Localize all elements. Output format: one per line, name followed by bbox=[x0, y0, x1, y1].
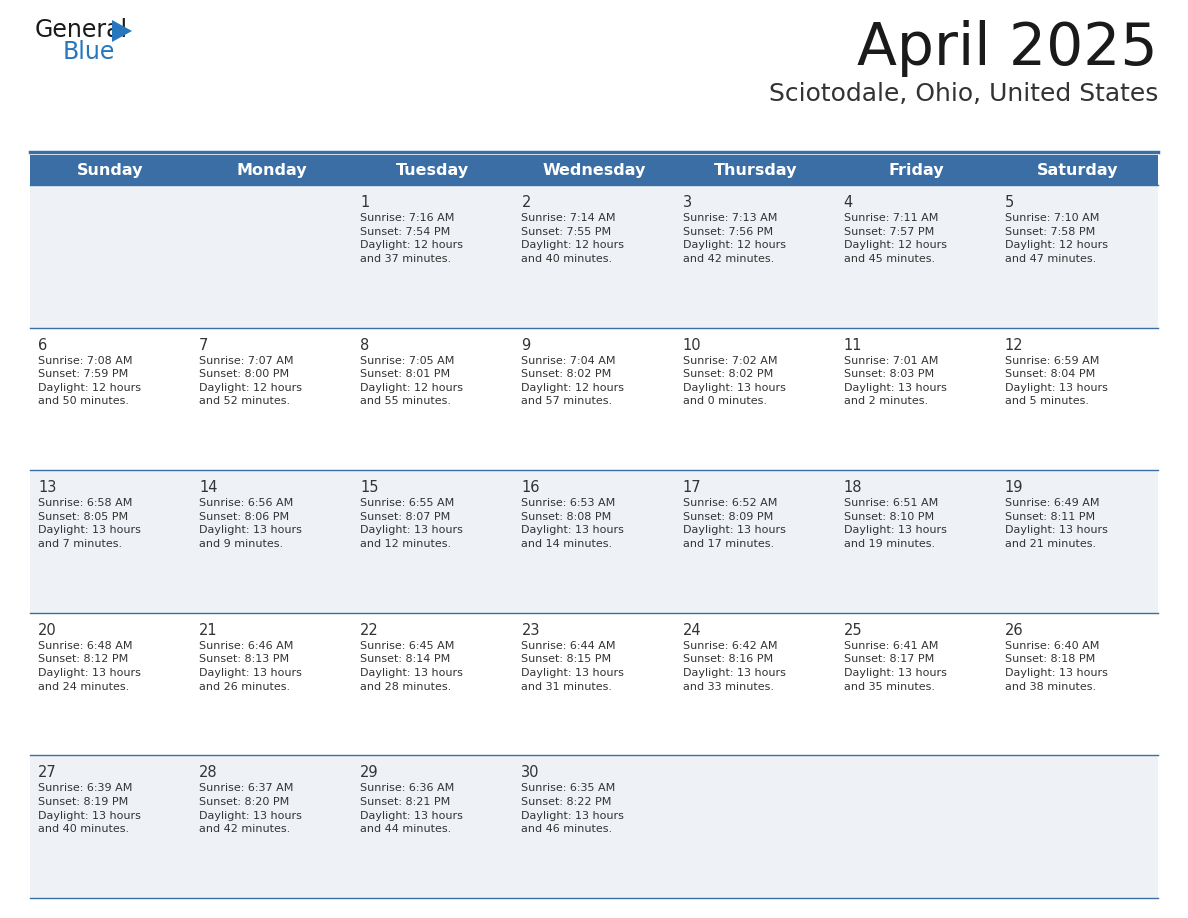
Text: Sunrise: 6:56 AM
Sunset: 8:06 PM
Daylight: 13 hours
and 9 minutes.: Sunrise: 6:56 AM Sunset: 8:06 PM Dayligh… bbox=[200, 498, 302, 549]
Text: 18: 18 bbox=[843, 480, 862, 495]
Text: Friday: Friday bbox=[889, 162, 944, 177]
Text: Sunrise: 7:02 AM
Sunset: 8:02 PM
Daylight: 13 hours
and 0 minutes.: Sunrise: 7:02 AM Sunset: 8:02 PM Dayligh… bbox=[683, 355, 785, 407]
Text: 1: 1 bbox=[360, 195, 369, 210]
Text: Sunrise: 7:07 AM
Sunset: 8:00 PM
Daylight: 12 hours
and 52 minutes.: Sunrise: 7:07 AM Sunset: 8:00 PM Dayligh… bbox=[200, 355, 302, 407]
Polygon shape bbox=[112, 20, 132, 42]
Text: 26: 26 bbox=[1005, 622, 1024, 638]
Text: Sunrise: 7:04 AM
Sunset: 8:02 PM
Daylight: 12 hours
and 57 minutes.: Sunrise: 7:04 AM Sunset: 8:02 PM Dayligh… bbox=[522, 355, 625, 407]
Text: Sunrise: 7:11 AM
Sunset: 7:57 PM
Daylight: 12 hours
and 45 minutes.: Sunrise: 7:11 AM Sunset: 7:57 PM Dayligh… bbox=[843, 213, 947, 263]
Text: Sunday: Sunday bbox=[77, 162, 144, 177]
Text: Saturday: Saturday bbox=[1037, 162, 1118, 177]
Text: Sunrise: 7:10 AM
Sunset: 7:58 PM
Daylight: 12 hours
and 47 minutes.: Sunrise: 7:10 AM Sunset: 7:58 PM Dayligh… bbox=[1005, 213, 1108, 263]
Text: Sunrise: 6:58 AM
Sunset: 8:05 PM
Daylight: 13 hours
and 7 minutes.: Sunrise: 6:58 AM Sunset: 8:05 PM Dayligh… bbox=[38, 498, 141, 549]
Text: 28: 28 bbox=[200, 766, 217, 780]
Text: 3: 3 bbox=[683, 195, 691, 210]
Text: Sunrise: 6:42 AM
Sunset: 8:16 PM
Daylight: 13 hours
and 33 minutes.: Sunrise: 6:42 AM Sunset: 8:16 PM Dayligh… bbox=[683, 641, 785, 691]
Text: 17: 17 bbox=[683, 480, 701, 495]
Text: Sunrise: 6:45 AM
Sunset: 8:14 PM
Daylight: 13 hours
and 28 minutes.: Sunrise: 6:45 AM Sunset: 8:14 PM Dayligh… bbox=[360, 641, 463, 691]
Text: Sunrise: 6:59 AM
Sunset: 8:04 PM
Daylight: 13 hours
and 5 minutes.: Sunrise: 6:59 AM Sunset: 8:04 PM Dayligh… bbox=[1005, 355, 1107, 407]
Text: 2: 2 bbox=[522, 195, 531, 210]
Text: General: General bbox=[34, 18, 128, 42]
Text: Sunrise: 6:52 AM
Sunset: 8:09 PM
Daylight: 13 hours
and 17 minutes.: Sunrise: 6:52 AM Sunset: 8:09 PM Dayligh… bbox=[683, 498, 785, 549]
Text: Sunrise: 6:39 AM
Sunset: 8:19 PM
Daylight: 13 hours
and 40 minutes.: Sunrise: 6:39 AM Sunset: 8:19 PM Dayligh… bbox=[38, 783, 141, 834]
Text: 12: 12 bbox=[1005, 338, 1024, 353]
Text: Sunrise: 7:13 AM
Sunset: 7:56 PM
Daylight: 12 hours
and 42 minutes.: Sunrise: 7:13 AM Sunset: 7:56 PM Dayligh… bbox=[683, 213, 785, 263]
Text: 25: 25 bbox=[843, 622, 862, 638]
Text: 21: 21 bbox=[200, 622, 217, 638]
Text: 19: 19 bbox=[1005, 480, 1023, 495]
Text: 30: 30 bbox=[522, 766, 539, 780]
Text: Sunrise: 6:37 AM
Sunset: 8:20 PM
Daylight: 13 hours
and 42 minutes.: Sunrise: 6:37 AM Sunset: 8:20 PM Dayligh… bbox=[200, 783, 302, 834]
Text: 5: 5 bbox=[1005, 195, 1015, 210]
Text: Sunrise: 6:46 AM
Sunset: 8:13 PM
Daylight: 13 hours
and 26 minutes.: Sunrise: 6:46 AM Sunset: 8:13 PM Dayligh… bbox=[200, 641, 302, 691]
Bar bbox=[30, 185, 1158, 328]
Text: 6: 6 bbox=[38, 338, 48, 353]
Text: 9: 9 bbox=[522, 338, 531, 353]
Text: Sunrise: 6:44 AM
Sunset: 8:15 PM
Daylight: 13 hours
and 31 minutes.: Sunrise: 6:44 AM Sunset: 8:15 PM Dayligh… bbox=[522, 641, 625, 691]
Text: 14: 14 bbox=[200, 480, 217, 495]
Text: Sunrise: 6:40 AM
Sunset: 8:18 PM
Daylight: 13 hours
and 38 minutes.: Sunrise: 6:40 AM Sunset: 8:18 PM Dayligh… bbox=[1005, 641, 1107, 691]
Text: Sunrise: 7:14 AM
Sunset: 7:55 PM
Daylight: 12 hours
and 40 minutes.: Sunrise: 7:14 AM Sunset: 7:55 PM Dayligh… bbox=[522, 213, 625, 263]
Text: Sunrise: 7:16 AM
Sunset: 7:54 PM
Daylight: 12 hours
and 37 minutes.: Sunrise: 7:16 AM Sunset: 7:54 PM Dayligh… bbox=[360, 213, 463, 263]
Text: Wednesday: Wednesday bbox=[542, 162, 646, 177]
Text: 10: 10 bbox=[683, 338, 701, 353]
Text: 22: 22 bbox=[360, 622, 379, 638]
Text: Sunrise: 6:53 AM
Sunset: 8:08 PM
Daylight: 13 hours
and 14 minutes.: Sunrise: 6:53 AM Sunset: 8:08 PM Dayligh… bbox=[522, 498, 625, 549]
Text: Monday: Monday bbox=[236, 162, 307, 177]
Text: Sunrise: 6:36 AM
Sunset: 8:21 PM
Daylight: 13 hours
and 44 minutes.: Sunrise: 6:36 AM Sunset: 8:21 PM Dayligh… bbox=[360, 783, 463, 834]
Text: 24: 24 bbox=[683, 622, 701, 638]
Bar bbox=[30, 470, 1158, 613]
Text: 8: 8 bbox=[360, 338, 369, 353]
Text: 13: 13 bbox=[38, 480, 56, 495]
Text: Blue: Blue bbox=[63, 40, 115, 64]
Text: Tuesday: Tuesday bbox=[397, 162, 469, 177]
Text: 29: 29 bbox=[360, 766, 379, 780]
Text: Sunrise: 7:08 AM
Sunset: 7:59 PM
Daylight: 12 hours
and 50 minutes.: Sunrise: 7:08 AM Sunset: 7:59 PM Dayligh… bbox=[38, 355, 141, 407]
Text: Sunrise: 6:55 AM
Sunset: 8:07 PM
Daylight: 13 hours
and 12 minutes.: Sunrise: 6:55 AM Sunset: 8:07 PM Dayligh… bbox=[360, 498, 463, 549]
Text: Sunrise: 6:51 AM
Sunset: 8:10 PM
Daylight: 13 hours
and 19 minutes.: Sunrise: 6:51 AM Sunset: 8:10 PM Dayligh… bbox=[843, 498, 947, 549]
Text: 20: 20 bbox=[38, 622, 57, 638]
Text: 7: 7 bbox=[200, 338, 209, 353]
Bar bbox=[30, 613, 1158, 756]
Text: Sunrise: 7:05 AM
Sunset: 8:01 PM
Daylight: 12 hours
and 55 minutes.: Sunrise: 7:05 AM Sunset: 8:01 PM Dayligh… bbox=[360, 355, 463, 407]
Text: 15: 15 bbox=[360, 480, 379, 495]
Text: 11: 11 bbox=[843, 338, 862, 353]
Text: 27: 27 bbox=[38, 766, 57, 780]
Text: Sunrise: 7:01 AM
Sunset: 8:03 PM
Daylight: 13 hours
and 2 minutes.: Sunrise: 7:01 AM Sunset: 8:03 PM Dayligh… bbox=[843, 355, 947, 407]
Text: Sunrise: 6:35 AM
Sunset: 8:22 PM
Daylight: 13 hours
and 46 minutes.: Sunrise: 6:35 AM Sunset: 8:22 PM Dayligh… bbox=[522, 783, 625, 834]
Text: Sunrise: 6:48 AM
Sunset: 8:12 PM
Daylight: 13 hours
and 24 minutes.: Sunrise: 6:48 AM Sunset: 8:12 PM Dayligh… bbox=[38, 641, 141, 691]
Bar bbox=[30, 756, 1158, 898]
Text: 23: 23 bbox=[522, 622, 539, 638]
Text: Sunrise: 6:49 AM
Sunset: 8:11 PM
Daylight: 13 hours
and 21 minutes.: Sunrise: 6:49 AM Sunset: 8:11 PM Dayligh… bbox=[1005, 498, 1107, 549]
Text: April 2025: April 2025 bbox=[858, 20, 1158, 77]
Bar bbox=[30, 155, 1158, 185]
Text: Sunrise: 6:41 AM
Sunset: 8:17 PM
Daylight: 13 hours
and 35 minutes.: Sunrise: 6:41 AM Sunset: 8:17 PM Dayligh… bbox=[843, 641, 947, 691]
Text: 16: 16 bbox=[522, 480, 539, 495]
Bar bbox=[30, 328, 1158, 470]
Text: Sciotodale, Ohio, United States: Sciotodale, Ohio, United States bbox=[769, 82, 1158, 106]
Text: Thursday: Thursday bbox=[713, 162, 797, 177]
Text: 4: 4 bbox=[843, 195, 853, 210]
